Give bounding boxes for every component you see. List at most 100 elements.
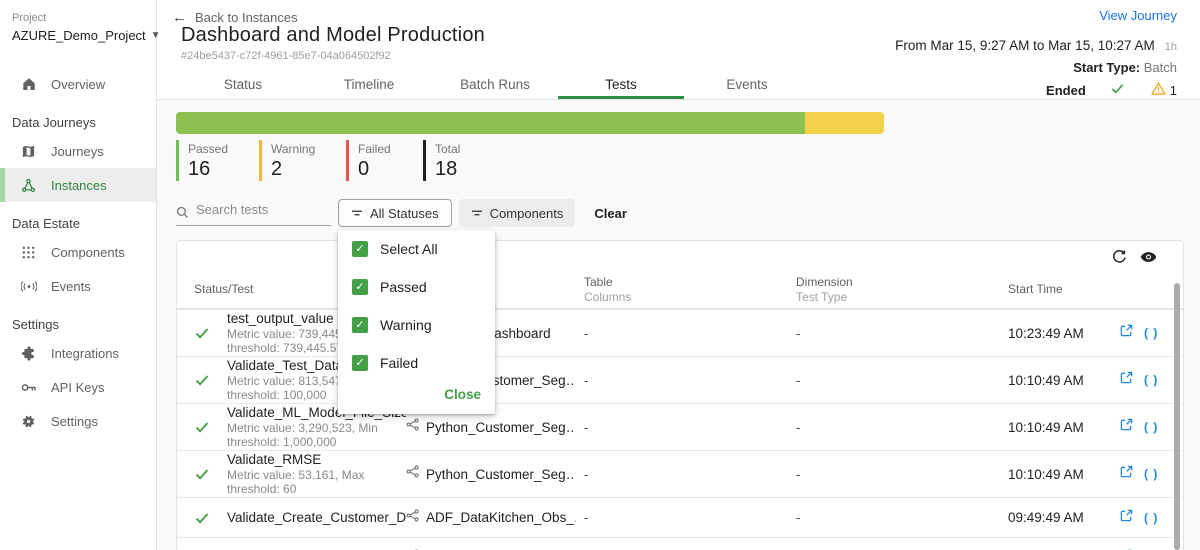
stat-value: 0 [358, 158, 370, 180]
test-threshold: threshold: 60 [227, 482, 297, 496]
sidebar-item-label: Overview [51, 76, 106, 92]
table-row[interactable]: Validate_Cleanse_Raw:Log_Nu… ADF_DataKit… [177, 537, 1183, 550]
checked-checkbox-icon[interactable] [352, 355, 368, 371]
code-icon[interactable]: ( ) [1144, 420, 1159, 434]
sidebar-item-integrations[interactable]: Integrations [0, 336, 156, 370]
sidebar-item-overview[interactable]: Overview [0, 67, 156, 101]
back-to-instances-link[interactable]: ← Back to Instances [172, 9, 298, 26]
dropdown-close-button[interactable]: Close [444, 387, 481, 402]
sidebar-group-data-estate: Data Estate [12, 216, 80, 231]
gear-icon [20, 414, 37, 429]
search-tests-field[interactable] [176, 200, 331, 226]
stat-value: 2 [271, 158, 283, 180]
broadcast-icon [20, 280, 37, 293]
checked-checkbox-icon[interactable] [352, 279, 368, 295]
passed-check-icon [194, 373, 210, 387]
sidebar-item-label: API Keys [51, 379, 105, 395]
test-name: test_output_value [227, 311, 334, 326]
end-status: Ended [1046, 82, 1086, 98]
tests-table-card: Status/Test Table Columns Dimension Test… [176, 240, 1184, 550]
dropdown-option-warning[interactable]: Warning [338, 306, 495, 344]
refresh-icon[interactable] [1112, 249, 1127, 269]
stat-value: 16 [188, 158, 211, 180]
sidebar-item-label: Components [51, 244, 125, 260]
dropdown-option-select-all[interactable]: Select All [338, 230, 495, 268]
tab-events[interactable]: Events [726, 76, 768, 92]
search-icon [176, 206, 188, 218]
passed-check-icon [194, 511, 210, 525]
search-input[interactable] [196, 202, 326, 217]
test-status-progress-bar [176, 112, 884, 134]
table-row[interactable]: Validate_RMSE Metric value: 53.161, Max … [177, 450, 1183, 497]
code-icon[interactable]: ( ) [1144, 326, 1159, 340]
test-threshold: threshold: 100,000 [227, 388, 327, 402]
share-icon [406, 509, 419, 527]
sidebar-item-instances[interactable]: Instances [0, 168, 156, 202]
open-in-new-icon[interactable] [1120, 465, 1133, 483]
start-time-value: 10:10:49 AM [1008, 372, 1084, 388]
column-dimension-test-type: Dimension Test Type [796, 274, 853, 304]
table-row[interactable]: Validate_Test_Data_File_Size Metric valu… [177, 356, 1183, 403]
open-in-new-icon[interactable] [1120, 418, 1133, 436]
header-right-info: View Journey From Mar 15, 9:27 AM to Mar… [895, 8, 1177, 98]
view-journey-link[interactable]: View Journey [1099, 8, 1177, 23]
tab-tests[interactable]: Tests [558, 69, 684, 99]
test-summary-stats: Passed 16 Warning 2 Failed 0 Total 18 [176, 140, 513, 181]
warning-count: 1 [1169, 82, 1177, 98]
progress-segment-warning [805, 112, 884, 134]
open-in-new-icon[interactable] [1120, 324, 1133, 342]
table-scrollbar[interactable] [1174, 283, 1180, 550]
sidebar-item-settings[interactable]: Settings [0, 404, 156, 438]
test-threshold: threshold: 1,000,000 [227, 435, 337, 449]
passed-check-icon [194, 420, 210, 434]
table-columns-value: - [584, 466, 589, 482]
sidebar-item-label: Journeys [51, 143, 104, 159]
map-icon [20, 144, 37, 159]
test-name: Validate_RMSE [227, 452, 322, 467]
tab-timeline[interactable]: Timeline [343, 76, 395, 92]
sidebar-item-components[interactable]: Components [0, 235, 156, 269]
open-in-new-icon[interactable] [1120, 371, 1133, 389]
clear-filters-button[interactable]: Clear [594, 205, 627, 221]
test-metric: Metric value: 813,547, Min [227, 374, 368, 388]
stat-value: 18 [435, 158, 458, 180]
table-row[interactable]: test_output_value Metric value: 739,445.… [177, 309, 1183, 356]
statuses-filter-button[interactable]: All Statuses [338, 199, 452, 227]
component-link[interactable]: ADF_DataKitchen_Obs_… [406, 509, 584, 527]
sidebar-item-api-keys[interactable]: API Keys [0, 370, 156, 404]
time-range: From Mar 15, 9:27 AM to Mar 15, 10:27 AM [895, 38, 1155, 53]
column-start-time: Start Time [1008, 282, 1063, 296]
start-time-value: 10:10:49 AM [1008, 419, 1084, 435]
project-selector[interactable]: AZURE_Demo_Project ▼ [12, 28, 161, 43]
tab-status[interactable]: Status [223, 76, 263, 92]
table-row[interactable]: Validate_Create_Customer_Dim… ADF_DataKi… [177, 497, 1183, 537]
dropdown-option-passed[interactable]: Passed [338, 268, 495, 306]
table-columns-value: - [584, 419, 589, 435]
open-in-new-icon[interactable] [1120, 509, 1133, 527]
table-row[interactable]: Validate_ML_Model_File_Size Metric value… [177, 403, 1183, 450]
column-table-columns: Table Columns [584, 274, 632, 304]
tab-batch-runs[interactable]: Batch Runs [460, 76, 530, 92]
code-icon[interactable]: ( ) [1144, 467, 1159, 481]
passed-check-icon [194, 467, 210, 481]
code-icon[interactable]: ( ) [1144, 510, 1159, 525]
checked-checkbox-icon[interactable] [352, 241, 368, 257]
checked-checkbox-icon[interactable] [352, 317, 368, 333]
component-link[interactable]: Python_Customer_Seg… [406, 418, 584, 436]
share-icon [406, 465, 419, 483]
start-time-value: 10:10:49 AM [1008, 466, 1084, 482]
dropdown-option-failed[interactable]: Failed [338, 344, 495, 382]
passed-check-icon [1110, 82, 1125, 98]
eye-icon[interactable] [1140, 250, 1157, 268]
code-icon[interactable]: ( ) [1144, 373, 1159, 387]
sidebar-item-events[interactable]: Events [0, 269, 156, 303]
passed-check-icon [194, 326, 210, 340]
sidebar-item-journeys[interactable]: Journeys [0, 134, 156, 168]
page-header: ← Back to Instances Dashboard and Model … [157, 0, 1200, 100]
project-name: AZURE_Demo_Project [12, 28, 146, 43]
tab-bar: Status Timeline Batch Runs Tests Events [180, 69, 810, 99]
component-link[interactable]: Python_Customer_Seg… [406, 465, 584, 483]
share-icon [406, 418, 419, 436]
components-filter-button[interactable]: Components [458, 199, 576, 227]
